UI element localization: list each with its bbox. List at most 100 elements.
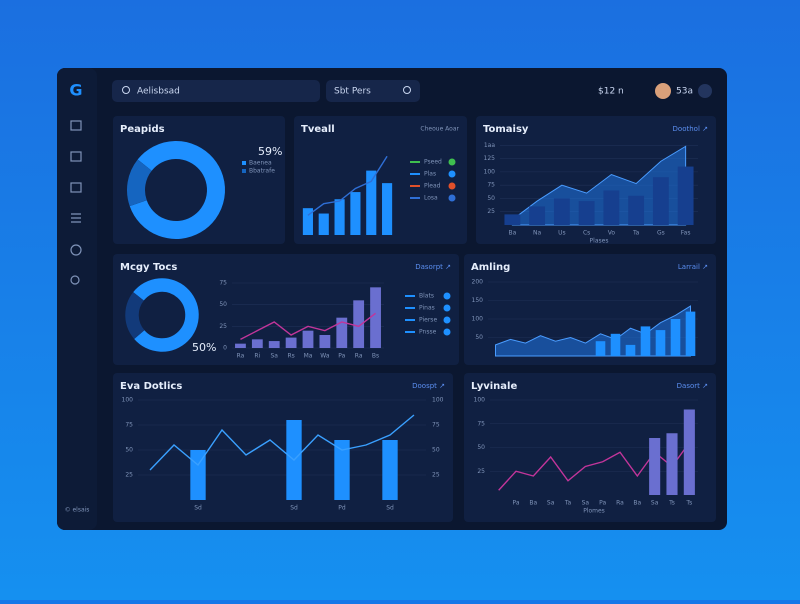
bar	[677, 166, 694, 225]
y-tick-label: 100	[122, 397, 134, 404]
chart-link[interactable]: Larrail ↗	[678, 263, 708, 271]
chart-link[interactable]: Doospt ↗	[412, 382, 445, 390]
y-tick-label: 50	[477, 444, 485, 451]
x-tick-label: Ts	[685, 500, 692, 507]
x-tick-label: Sd	[194, 505, 202, 512]
x-tick-label: Na	[533, 230, 541, 237]
legend-dot	[448, 182, 456, 190]
x-tick-label: Ta	[564, 500, 572, 507]
user-menu[interactable]	[698, 84, 712, 98]
bar	[529, 206, 546, 225]
nav-time[interactable]	[70, 244, 82, 256]
x-tick-label: Ma	[304, 353, 313, 360]
donut-segment	[133, 278, 199, 352]
bar	[302, 330, 314, 348]
filter-icon	[403, 86, 411, 94]
nav-home[interactable]	[70, 120, 82, 131]
filter-box[interactable]	[326, 80, 420, 102]
bar	[353, 300, 365, 348]
panel	[113, 373, 453, 522]
sidebar	[57, 68, 97, 530]
x-tick-label: Ra	[355, 353, 363, 360]
chart-title: Mcgy Tocs	[120, 262, 177, 273]
donut-segment	[125, 292, 145, 339]
bar	[268, 341, 280, 348]
bar	[603, 190, 620, 225]
y-tick-label: 25	[125, 472, 133, 479]
x-tick-label: Ri	[254, 353, 260, 360]
line	[149, 414, 415, 471]
legend-dot	[448, 158, 456, 166]
y-tick-label: 75	[487, 182, 495, 189]
x-tick-label: Cs	[583, 230, 590, 237]
bar	[649, 438, 661, 495]
x-tick-label: Ta	[632, 230, 640, 237]
y-tick-label: 25	[487, 208, 495, 215]
nav-reports[interactable]	[70, 151, 82, 162]
x-tick-label: Gs	[657, 230, 665, 237]
x-tick-label: Sd	[290, 505, 298, 512]
legend-label: Pnsse	[419, 329, 437, 336]
bar	[610, 333, 621, 356]
header-stat: $12 n	[598, 87, 624, 97]
donut-segment	[129, 141, 225, 239]
y-tick-label: 100	[484, 168, 496, 175]
x-tick-label: Sd	[386, 505, 394, 512]
bar	[370, 287, 381, 348]
y-tick-label: 50	[487, 195, 495, 202]
y-tick-label: 200	[472, 279, 484, 286]
bar	[640, 326, 651, 356]
chart-subtitle: Cheoue Aoar	[420, 126, 459, 133]
user-name: 53a	[676, 87, 693, 97]
bar	[652, 177, 669, 225]
x-tick-label: Rs	[287, 353, 294, 360]
search-icon	[122, 86, 130, 94]
bar	[625, 344, 636, 356]
chart-title: Lyvinale	[471, 381, 517, 392]
x-tick-label: Sa	[270, 353, 278, 360]
x-axis-title: Plomes	[583, 508, 605, 515]
chart-link[interactable]: Doothol ↗	[673, 125, 708, 133]
nav-list[interactable]	[71, 213, 81, 223]
avatar[interactable]	[655, 83, 671, 99]
x-tick-label: Ba	[508, 230, 516, 237]
bar	[628, 195, 645, 225]
bar	[235, 343, 246, 348]
bar	[285, 337, 297, 348]
y-tick-label: 75	[219, 280, 227, 287]
x-tick-label: Ra	[237, 353, 245, 360]
search-box[interactable]	[112, 80, 320, 102]
chart-link[interactable]: Dasorpt ↗	[415, 263, 451, 271]
legend-dot	[443, 292, 451, 300]
y2-tick-label: 25	[432, 472, 440, 479]
legend-label: Plas	[424, 171, 436, 178]
logo: G	[69, 81, 82, 100]
legend-swatch	[242, 169, 246, 173]
nav-search[interactable]	[70, 275, 80, 285]
x-tick-label: Fas	[681, 230, 691, 237]
bar	[251, 339, 263, 348]
legend-label: Pierse	[419, 317, 437, 324]
chart-link[interactable]: Dasort ↗	[677, 382, 708, 390]
bar	[334, 199, 345, 235]
line	[307, 155, 388, 216]
chart-title: Tomaisy	[483, 124, 529, 135]
y-tick-label: 100	[472, 316, 484, 323]
x-tick-label: Ba	[529, 500, 537, 507]
nav-docs[interactable]	[70, 182, 82, 193]
x-tick-label: Sa	[547, 500, 555, 507]
bar	[302, 208, 313, 235]
x-tick-label: Pa	[512, 500, 519, 507]
y-tick-label: 125	[484, 155, 496, 162]
bar	[350, 192, 361, 235]
center-label: 50%	[192, 341, 216, 354]
y2-tick-label: 75	[432, 422, 440, 429]
legend-dot	[448, 194, 456, 202]
y-tick-label: 25	[219, 323, 227, 330]
y2-tick-label: 50	[432, 447, 440, 454]
y2-tick-label: 100	[432, 397, 444, 404]
x-tick-label: Ra	[616, 500, 624, 507]
legend-label: Blats	[419, 293, 434, 300]
